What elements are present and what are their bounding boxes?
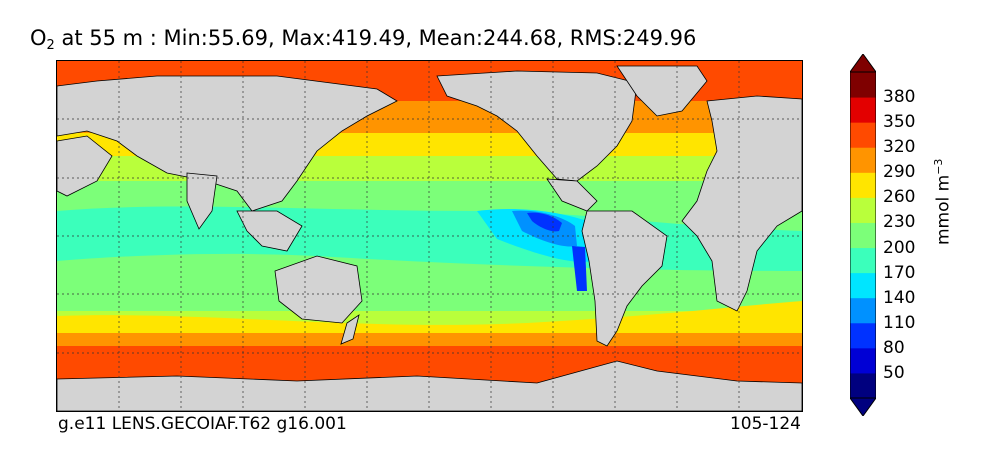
ocean-oxygen-map (56, 60, 803, 412)
africa-europe-land (681, 95, 802, 312)
colorbar-segment (850, 297, 876, 324)
indonesia-land (236, 210, 303, 252)
colorbar-tick-label: 110 (883, 312, 916, 333)
colorbar-tick-label: 200 (883, 237, 916, 258)
colorbar-tick-label: 140 (883, 287, 916, 308)
colorbar-tick-label: 380 (883, 87, 916, 108)
footer-run-label: g.e11 LENS.GECOIAF.T62 g16.001 (58, 414, 347, 434)
colorbar-tick-label: 50 (883, 362, 905, 383)
footer-years-label: 105-124 (729, 414, 801, 434)
colorbar-tick-label: 290 (883, 162, 916, 183)
colorbar-tick-label: 230 (883, 212, 916, 233)
australia-land (274, 255, 363, 324)
colorbar-segment (850, 222, 876, 249)
colorbar-tick-label: 320 (883, 137, 916, 158)
greenland-land (616, 65, 708, 117)
unit-base: mmol m (933, 174, 954, 245)
colorbar-min-extension (850, 397, 876, 416)
new-zealand-land (340, 314, 360, 345)
colorbar-tick-label: 260 (883, 187, 916, 208)
colorbar-segment (850, 347, 876, 374)
india-land (186, 172, 218, 230)
colorbar-tick-label: 80 (883, 337, 905, 358)
colorbar-segment (850, 197, 876, 223)
colorbar-segment (850, 247, 876, 274)
map-svg (57, 61, 802, 411)
land-masses (57, 65, 802, 411)
africa-east-land (57, 135, 113, 197)
colorbar-segment (850, 372, 876, 399)
graticule-grid (57, 61, 802, 411)
colorbar-tick-label: 170 (883, 262, 916, 283)
title-stats: at 55 m : Min:55.69, Max:419.49, Mean:24… (54, 26, 697, 50)
colorbar-segment (850, 272, 876, 299)
colorbar-segment (850, 122, 876, 148)
colorbar-tick-label: 350 (883, 112, 916, 133)
title-species: O (30, 26, 47, 50)
colorbar-segment (850, 147, 876, 173)
colorbar-segment (850, 172, 876, 198)
antarctica-land (57, 360, 802, 411)
eurasia-land (57, 75, 398, 212)
colorbar-unit-label: mmol m−3 (932, 159, 954, 245)
central-america-land (546, 178, 598, 212)
title-species-subscript: 2 (46, 38, 55, 53)
colorbar-segment (850, 322, 876, 349)
map-title: O2 at 55 m : Min:55.69, Max:419.49, Mean… (30, 26, 696, 53)
colorbar-max-extension (850, 54, 876, 73)
colorbar-segment (850, 72, 876, 98)
unit-exponent: −3 (932, 158, 945, 175)
colorbar-segment (850, 97, 876, 123)
colorbar-outline (850, 71, 876, 399)
peru-coast-low-oxygen (572, 246, 587, 291)
colorbar-segments (850, 54, 876, 416)
colorbar (850, 54, 876, 416)
